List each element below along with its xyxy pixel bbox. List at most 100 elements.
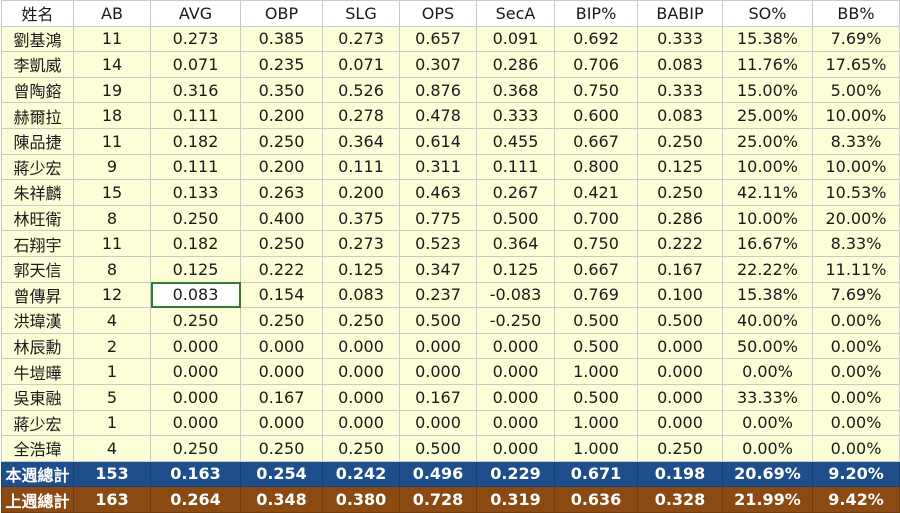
total-stat-cell[interactable]: 0.254: [240, 460, 323, 488]
stat-cell[interactable]: 0.000: [637, 332, 723, 360]
stat-cell[interactable]: 4: [73, 307, 151, 334]
stat-cell[interactable]: 0.250: [637, 179, 723, 206]
stat-cell[interactable]: 17.65%: [812, 51, 900, 78]
stat-cell[interactable]: 0.385: [240, 25, 323, 53]
stat-cell[interactable]: 11: [73, 127, 151, 155]
stat-cell[interactable]: 0.182: [150, 230, 241, 257]
stat-cell[interactable]: 0.000: [150, 332, 241, 360]
total-stat-cell[interactable]: 0.636: [554, 486, 638, 513]
stat-cell[interactable]: 0.455: [476, 127, 555, 155]
total-stat-cell[interactable]: 9.42%: [812, 486, 900, 513]
total-stat-cell[interactable]: 0.671: [554, 460, 638, 488]
total-label-cell[interactable]: 上週總計: [1, 486, 74, 513]
stat-cell[interactable]: 15.00%: [722, 76, 813, 104]
stat-cell[interactable]: 1.000: [554, 358, 638, 385]
stat-cell[interactable]: 0.083: [637, 102, 723, 129]
total-stat-cell[interactable]: 21.99%: [722, 486, 813, 513]
stat-cell[interactable]: 0.000: [240, 332, 323, 360]
stat-cell[interactable]: 0.278: [322, 102, 400, 129]
player-name-cell[interactable]: 林旺衛: [1, 204, 74, 232]
total-stat-cell[interactable]: 0.163: [150, 460, 241, 488]
stat-cell[interactable]: 0.250: [240, 230, 323, 257]
stat-cell[interactable]: 11.11%: [812, 255, 900, 283]
stat-cell[interactable]: 0.333: [637, 25, 723, 53]
stat-cell[interactable]: 0.000: [399, 409, 477, 437]
stat-cell[interactable]: 0.200: [240, 153, 323, 181]
stat-cell[interactable]: 0.235: [240, 51, 323, 78]
stat-cell[interactable]: 0.706: [554, 51, 638, 78]
stat-cell[interactable]: 0.614: [399, 127, 477, 155]
total-stat-cell[interactable]: 0.348: [240, 486, 323, 513]
stat-cell[interactable]: 0.478: [399, 102, 477, 129]
stat-cell[interactable]: 0.368: [476, 76, 555, 104]
stat-cell[interactable]: 10.53%: [812, 179, 900, 206]
stat-cell[interactable]: 0.222: [240, 255, 323, 283]
stat-cell[interactable]: 0.600: [554, 102, 638, 129]
stat-cell[interactable]: 10.00%: [722, 153, 813, 181]
stat-cell[interactable]: 0.00%: [812, 307, 900, 334]
player-name-cell[interactable]: 全浩瑋: [1, 435, 74, 462]
stat-cell[interactable]: 0.000: [322, 383, 400, 411]
total-stat-cell[interactable]: 163: [73, 486, 151, 513]
player-name-cell[interactable]: 陳品捷: [1, 127, 74, 155]
stat-cell[interactable]: 1: [73, 409, 151, 437]
stat-cell[interactable]: 0.100: [637, 281, 723, 309]
stat-cell[interactable]: 20.00%: [812, 204, 900, 232]
stat-cell[interactable]: 0.250: [322, 435, 400, 462]
header-cell[interactable]: OBP: [240, 0, 323, 27]
stat-cell[interactable]: 25.00%: [722, 102, 813, 129]
stat-cell[interactable]: 8: [73, 204, 151, 232]
stat-cell[interactable]: 50.00%: [722, 332, 813, 360]
stat-cell[interactable]: 0.000: [476, 332, 555, 360]
stat-cell[interactable]: 2: [73, 332, 151, 360]
stat-cell[interactable]: 0.250: [637, 127, 723, 155]
header-cell[interactable]: BB%: [812, 0, 900, 27]
stat-cell[interactable]: 0.250: [150, 435, 241, 462]
stat-cell[interactable]: 0.000: [150, 358, 241, 385]
total-stat-cell[interactable]: 20.69%: [722, 460, 813, 488]
stat-cell[interactable]: 0.167: [637, 255, 723, 283]
stat-cell[interactable]: 0.125: [322, 255, 400, 283]
stat-cell[interactable]: 5.00%: [812, 76, 900, 104]
stat-cell[interactable]: 0.154: [240, 281, 323, 309]
stat-cell[interactable]: 0.876: [399, 76, 477, 104]
stat-cell[interactable]: 11.76%: [722, 51, 813, 78]
stat-cell[interactable]: 0.307: [399, 51, 477, 78]
player-name-cell[interactable]: 曾傳昇: [1, 281, 74, 309]
stat-cell[interactable]: 0.311: [399, 153, 477, 181]
stat-cell[interactable]: 0.071: [322, 51, 400, 78]
stat-cell[interactable]: 16.67%: [722, 230, 813, 257]
header-cell[interactable]: SLG: [322, 0, 400, 27]
stat-cell[interactable]: 0.250: [637, 435, 723, 462]
stat-cell[interactable]: 14: [73, 51, 151, 78]
stat-cell[interactable]: 0.400: [240, 204, 323, 232]
stat-cell[interactable]: 0.250: [240, 127, 323, 155]
stat-cell[interactable]: 0.182: [150, 127, 241, 155]
stat-cell[interactable]: 15.38%: [722, 281, 813, 309]
stat-cell[interactable]: 0.316: [150, 76, 241, 104]
player-name-cell[interactable]: 曾陶鎔: [1, 76, 74, 104]
total-stat-cell[interactable]: 0.229: [476, 460, 555, 488]
stat-cell[interactable]: 0.00%: [812, 358, 900, 385]
total-stat-cell[interactable]: 0.198: [637, 460, 723, 488]
stat-cell[interactable]: 0.800: [554, 153, 638, 181]
total-stat-cell[interactable]: 0.496: [399, 460, 477, 488]
stat-cell[interactable]: 0.364: [322, 127, 400, 155]
stat-cell[interactable]: 0.000: [150, 383, 241, 411]
stat-cell[interactable]: 1: [73, 358, 151, 385]
stat-cell[interactable]: 0.273: [322, 25, 400, 53]
stat-cell[interactable]: 7.69%: [812, 25, 900, 53]
header-cell[interactable]: AB: [73, 0, 151, 27]
header-cell[interactable]: BABIP: [637, 0, 723, 27]
player-name-cell[interactable]: 吳東融: [1, 383, 74, 411]
stat-cell[interactable]: 0.250: [150, 204, 241, 232]
stat-cell[interactable]: 0.333: [637, 76, 723, 104]
stat-cell[interactable]: 33.33%: [722, 383, 813, 411]
stat-cell[interactable]: 0.00%: [722, 358, 813, 385]
stat-cell[interactable]: 10.00%: [812, 153, 900, 181]
stat-cell[interactable]: 10.00%: [722, 204, 813, 232]
header-cell[interactable]: OPS: [399, 0, 477, 27]
stat-cell[interactable]: 0.000: [322, 358, 400, 385]
stat-cell[interactable]: 8: [73, 255, 151, 283]
player-name-cell[interactable]: 林辰勳: [1, 332, 74, 360]
